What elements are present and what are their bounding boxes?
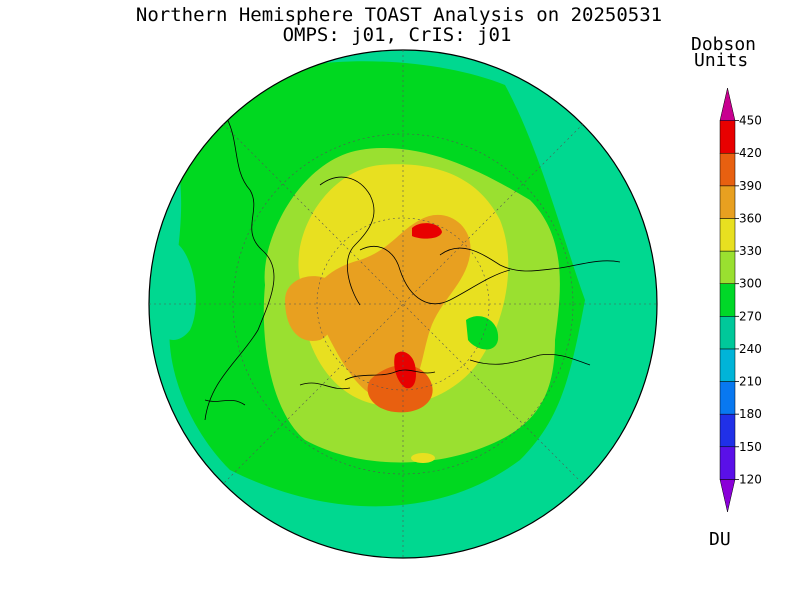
colorbar-tick-label: 180 xyxy=(739,407,762,421)
colorbar-tick-label: 210 xyxy=(739,375,762,389)
map-subtitle: OMPS: j01, CrIS: j01 xyxy=(282,24,512,46)
colorbar-tick-label: 270 xyxy=(739,309,762,323)
colorbar-tick-label: 390 xyxy=(739,179,762,193)
units-abbreviation: DU xyxy=(709,529,731,550)
colorbar-tick-label: 330 xyxy=(739,244,762,258)
colorbar-segment xyxy=(719,381,736,415)
map-title: Northern Hemisphere TOAST Analysis on 20… xyxy=(135,4,663,26)
colorbar-tick-label: 420 xyxy=(739,146,762,160)
colorbar-tick-label: 120 xyxy=(739,472,762,486)
colorbar-segment xyxy=(719,479,736,513)
colorbar-segment xyxy=(719,316,736,350)
units-label-line2: Units xyxy=(694,50,749,71)
colorbar-segment xyxy=(719,413,736,448)
colorbar-segment xyxy=(719,283,736,317)
colorbar-segment xyxy=(719,185,736,219)
colorbar-segment xyxy=(719,120,736,154)
units-label-line1: Dobson xyxy=(691,34,757,55)
colorbar-tick-label: 300 xyxy=(739,277,762,291)
colorbar-tick-label: 450 xyxy=(739,114,762,128)
colorbar-segment xyxy=(719,87,736,121)
colorbar-tick-label: 240 xyxy=(739,342,762,356)
colorbar-segment xyxy=(719,152,736,187)
colorbar-segment xyxy=(719,348,736,382)
colorbar-tick-label: 150 xyxy=(739,440,762,454)
graticule xyxy=(149,50,657,558)
colorbar-segment xyxy=(719,250,736,284)
coastlines xyxy=(204,114,621,421)
colorbar-segment xyxy=(719,218,736,252)
colorbar-tick-label: 360 xyxy=(739,211,762,225)
colorbar-ticks: 120 150 180 210 240 270 300 330 360 390 420 450 xyxy=(735,114,762,486)
colorbar-segments xyxy=(719,87,736,513)
colorbar-segment xyxy=(719,446,736,480)
